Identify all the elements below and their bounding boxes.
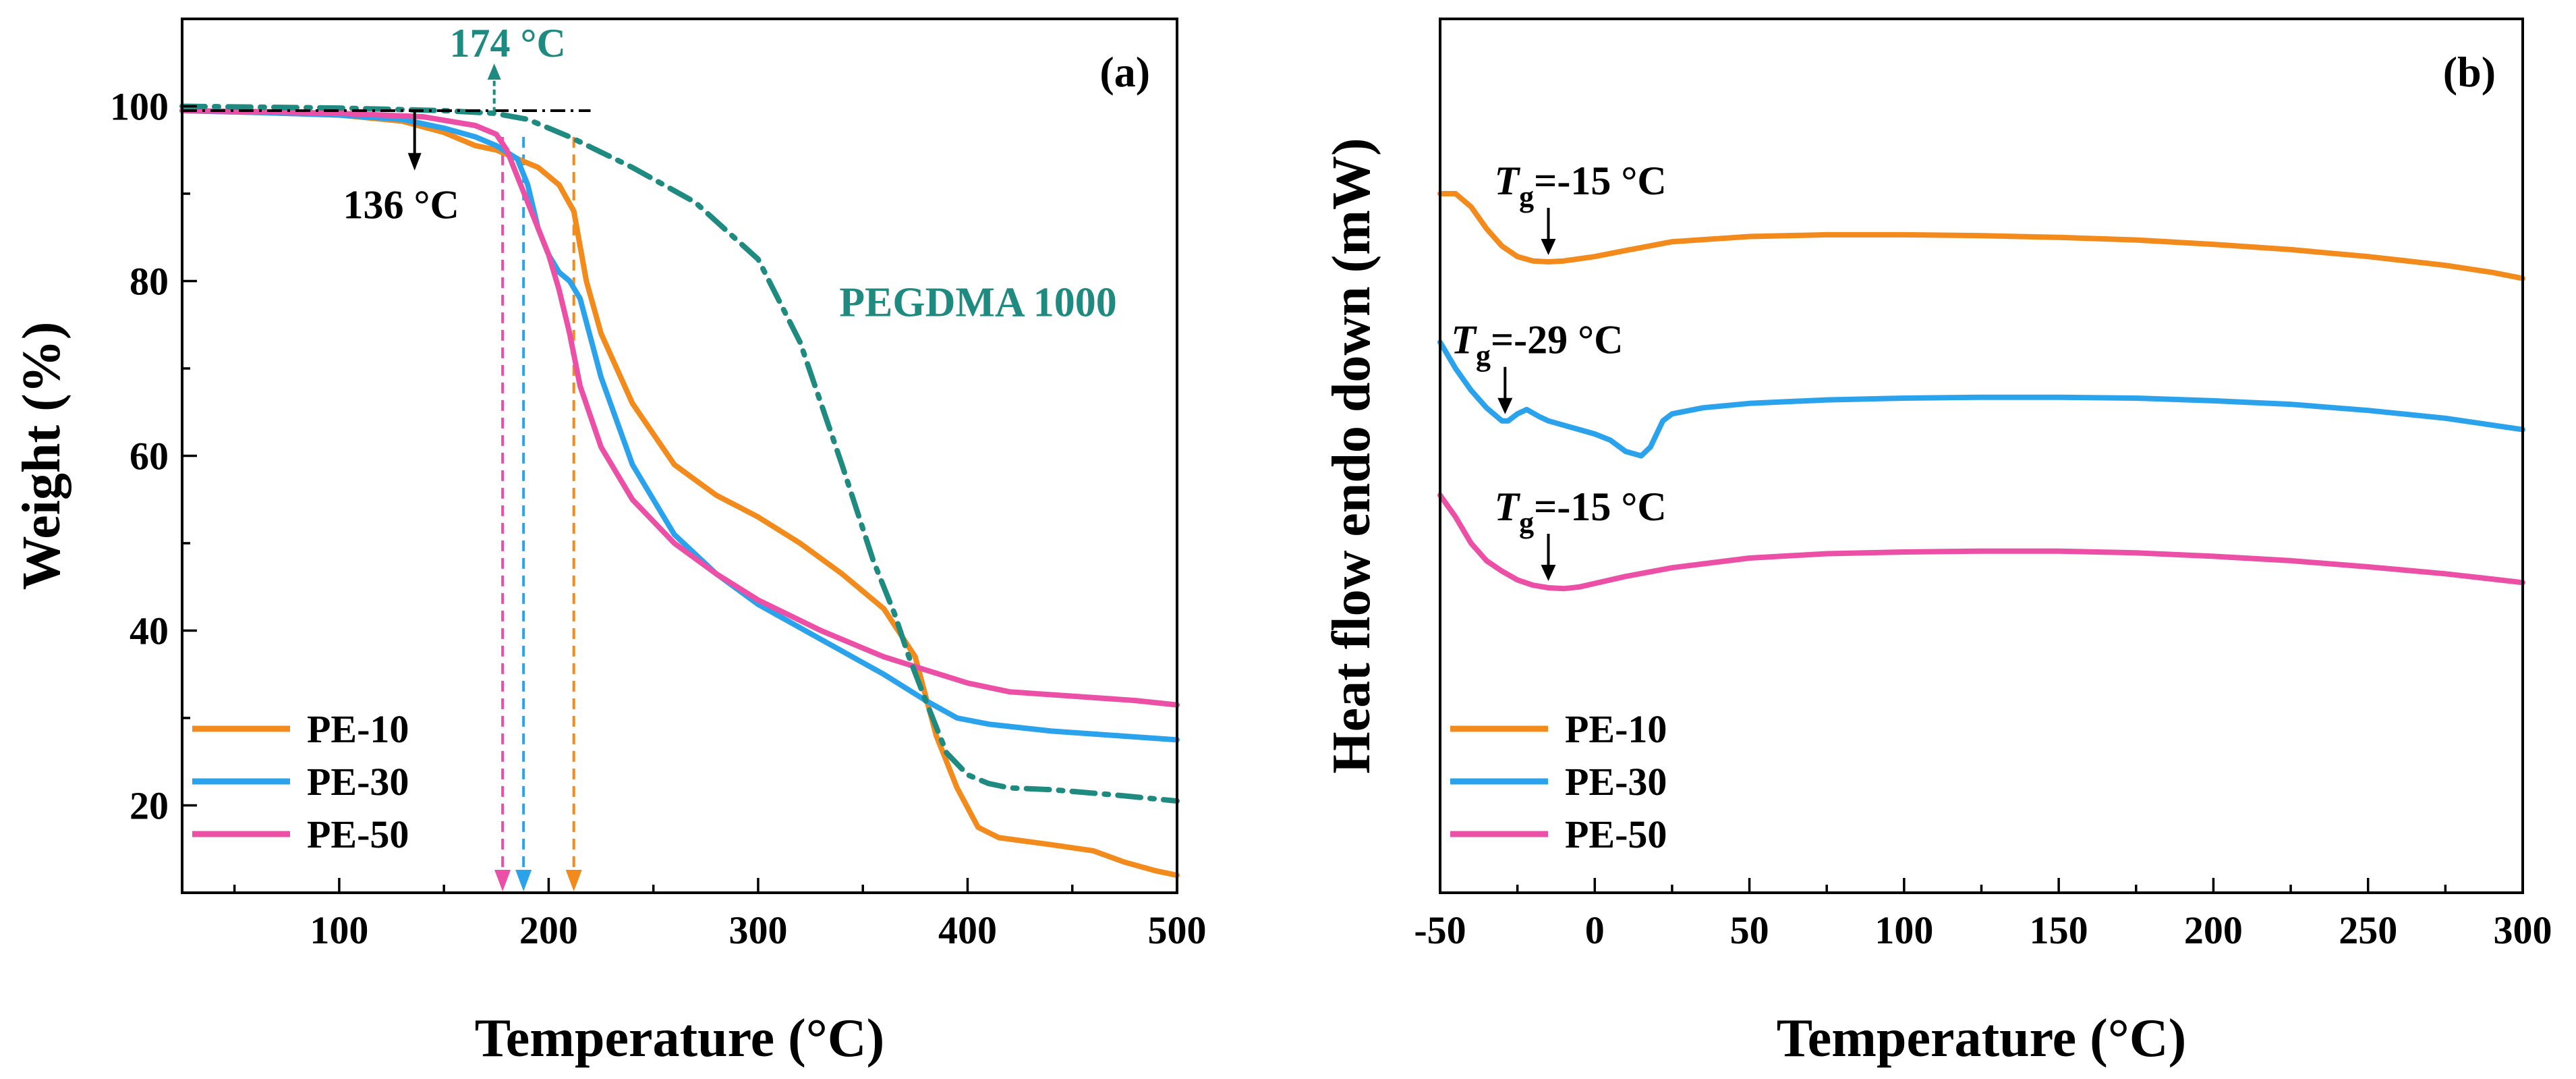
x-tick-label: 200 <box>2184 908 2243 952</box>
x-tick-label: 250 <box>2339 908 2397 952</box>
panel-a-tga-chart: 136 °C 174 °C PEGDMA 1000 100 200 300 400 500 20… <box>12 18 1207 1068</box>
drop-arrowhead <box>515 870 532 891</box>
x-tick-label: 150 <box>2030 908 2088 952</box>
x-tick-label: 200 <box>519 908 578 952</box>
legend-label: PE-50 <box>307 812 409 856</box>
y-tick-label: 40 <box>130 609 169 653</box>
y-axis-title: Heat flow endo down (mW) <box>1322 138 1381 773</box>
y-tick-label: 100 <box>110 85 169 129</box>
series-label-pegdma: PEGDMA 1000 <box>839 279 1117 325</box>
x-tick-label: 500 <box>1148 908 1207 952</box>
legend-label: PE-50 <box>1565 812 1667 856</box>
y-tick-label: 60 <box>130 435 169 478</box>
y-tick-label: 20 <box>130 784 169 828</box>
tg-arrowhead <box>1541 565 1556 582</box>
series-line-pe-30 <box>179 108 1180 743</box>
x-tick-label: 0 <box>1585 908 1605 952</box>
legend-label: PE-30 <box>1565 760 1667 804</box>
y-tick-label: 80 <box>130 260 169 304</box>
series-line-pe-10 <box>1437 191 2525 281</box>
tg-arrowhead <box>1497 397 1513 414</box>
y-axis-title: Weight (%) <box>12 322 71 590</box>
onset-label-pe: 136 °C <box>343 183 459 227</box>
x-tick-label: 300 <box>2494 908 2552 952</box>
onset-arrowhead <box>487 63 501 80</box>
legend-label: PE-10 <box>307 707 409 751</box>
onset-arrowhead <box>407 153 422 171</box>
panel-b-dsc-chart: Tg=-15 °C Tg=-29 °C Tg=-15 °C -50 0 50 100 150 2… <box>1322 18 2552 1068</box>
panel-label: (a) <box>1099 48 1150 96</box>
tg-label: Tg=-15 °C <box>1495 485 1667 539</box>
tg-arrowhead <box>1541 239 1556 256</box>
tg-label: Tg=-15 °C <box>1495 159 1667 213</box>
drop-arrowhead <box>565 870 582 891</box>
x-tick-label: 100 <box>310 908 368 952</box>
series-line-pe-10 <box>179 108 1180 879</box>
onset-label-pegdma: 174 °C <box>450 21 566 65</box>
panel-label: (b) <box>2443 48 2496 96</box>
x-tick-label: 100 <box>1874 908 1933 952</box>
x-axis-title: Temperature (°C) <box>1777 1009 2186 1068</box>
series-line-pegdma-1000 <box>179 103 1180 804</box>
series-line-pe-50 <box>1437 492 2525 592</box>
tg-label: Tg=-29 °C <box>1451 318 1623 372</box>
legend-label: PE-30 <box>307 760 409 804</box>
x-tick-label: -50 <box>1414 908 1466 952</box>
x-tick-label: 50 <box>1730 908 1769 952</box>
x-tick-label: 400 <box>938 908 997 952</box>
series-line-pe-30 <box>1437 339 2525 459</box>
x-axis-title: Temperature (°C) <box>475 1009 884 1068</box>
drop-arrowhead <box>494 870 511 891</box>
series-line-pe-50 <box>179 108 1180 708</box>
x-tick-label: 300 <box>728 908 787 952</box>
legend-label: PE-10 <box>1565 707 1667 751</box>
